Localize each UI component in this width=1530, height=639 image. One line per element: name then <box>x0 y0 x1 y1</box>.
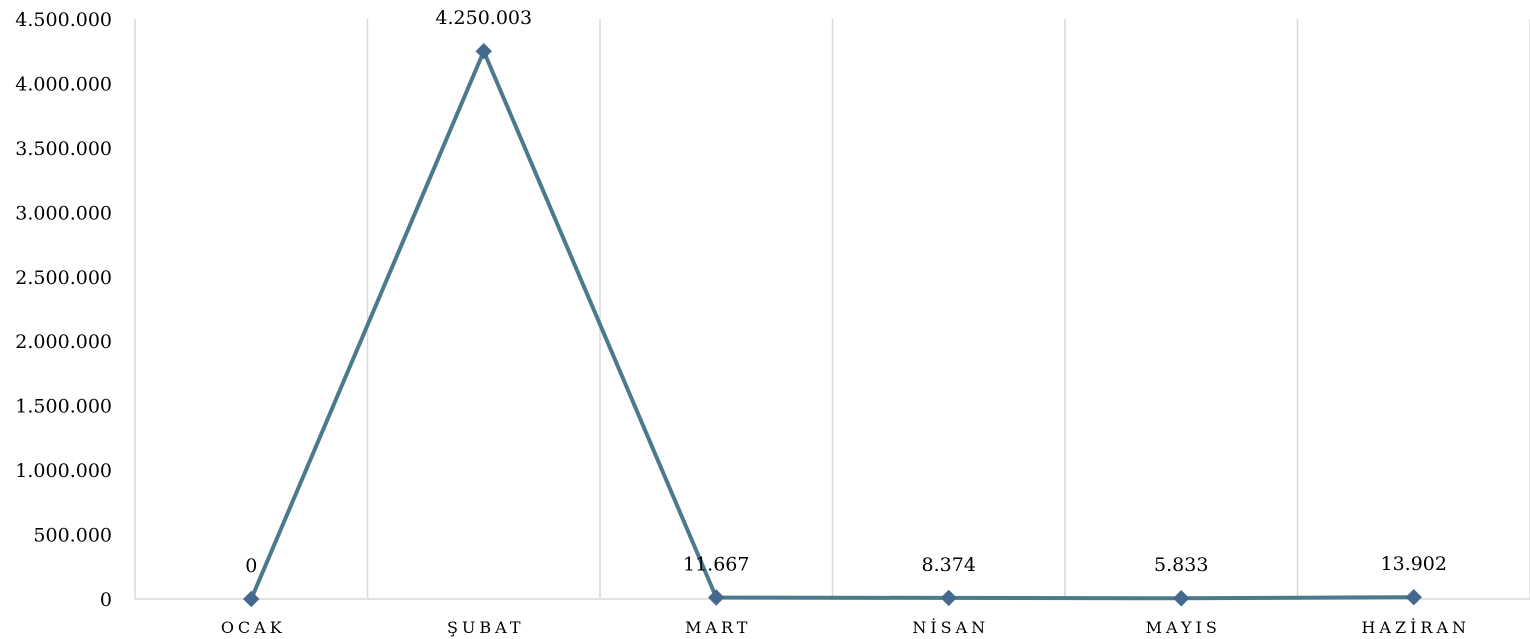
x-category-label: MART <box>685 618 751 637</box>
data-point-marker <box>1405 589 1422 606</box>
data-label: 0 <box>245 555 257 577</box>
data-point-marker <box>708 589 725 606</box>
x-category-label: NİSAN <box>912 617 989 637</box>
data-label: 5.833 <box>1154 554 1208 576</box>
data-labels: 0 4.250.003 11.667 8.374 5.833 13.902 <box>245 7 1447 577</box>
series-layer <box>243 43 1422 608</box>
y-tick-label: 3.000.000 <box>15 202 112 224</box>
y-axis-ticks: 0 500.000 1.000.000 1.500.000 2.000.000 2.500… <box>15 9 112 611</box>
x-axis-categories: OCAK ŞUBAT MART NİSAN MAYIS HAZİRAN <box>221 617 1470 637</box>
data-point-marker <box>475 43 492 60</box>
x-category-label: OCAK <box>221 618 286 637</box>
data-point-marker <box>1173 590 1190 607</box>
series-line <box>249 49 1414 601</box>
y-tick-label: 500.000 <box>33 525 112 547</box>
data-label: 8.374 <box>922 554 976 576</box>
data-point-marker <box>940 589 957 607</box>
y-tick-label: 2.500.000 <box>15 267 112 289</box>
data-point-marker <box>243 590 260 608</box>
x-category-label: HAZİRAN <box>1361 617 1470 637</box>
y-tick-label: 2.000.000 <box>15 331 112 353</box>
y-tick-label: 4.500.000 <box>15 9 112 31</box>
data-label: 13.902 <box>1381 553 1447 575</box>
grid-layer <box>134 19 1530 599</box>
data-label: 11.667 <box>683 553 749 575</box>
x-category-label: MAYIS <box>1146 618 1221 637</box>
y-tick-label: 3.500.000 <box>15 138 112 160</box>
data-label: 4.250.003 <box>435 7 532 29</box>
y-tick-label: 1.000.000 <box>15 460 112 482</box>
x-category-label: ŞUBAT <box>447 618 525 637</box>
y-tick-label: 0 <box>100 589 112 611</box>
y-tick-label: 1.500.000 <box>15 396 112 418</box>
y-tick-label: 4.000.000 <box>15 73 112 95</box>
